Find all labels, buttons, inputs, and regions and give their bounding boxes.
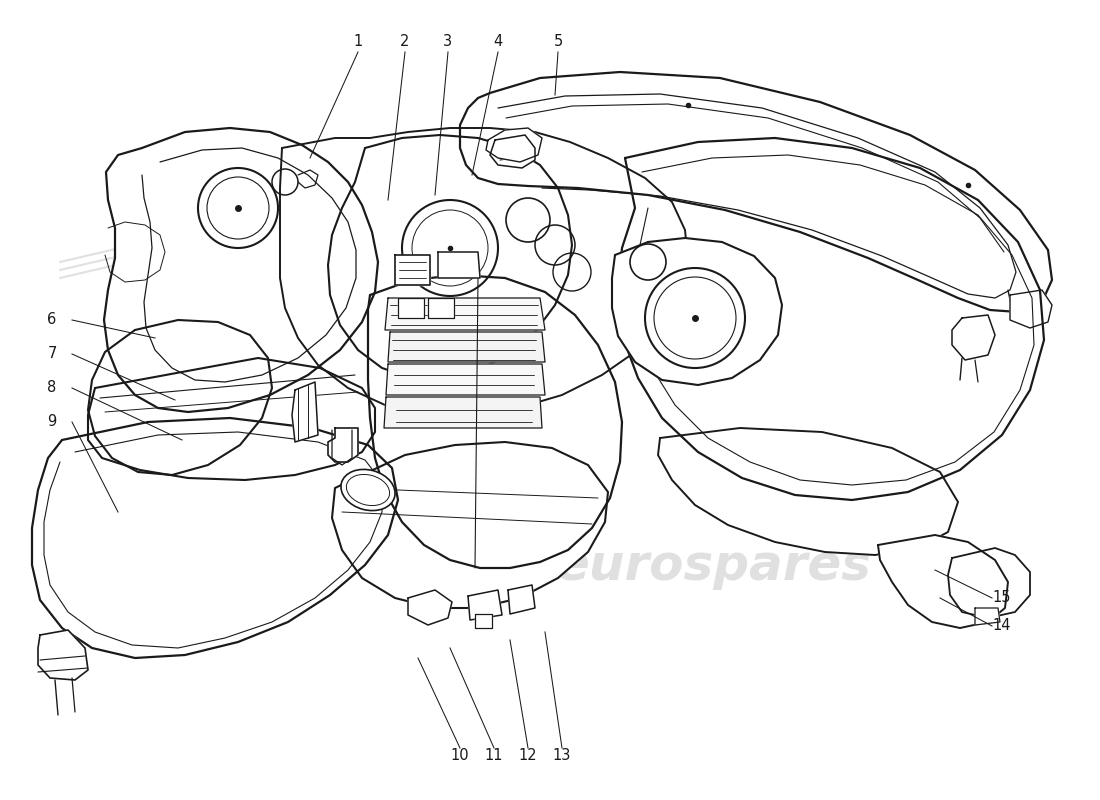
- Polygon shape: [428, 298, 454, 318]
- Polygon shape: [490, 135, 535, 168]
- Polygon shape: [612, 238, 782, 385]
- Polygon shape: [328, 428, 358, 462]
- Polygon shape: [292, 382, 318, 442]
- Text: 12: 12: [519, 749, 537, 763]
- Polygon shape: [468, 590, 502, 620]
- Text: 1: 1: [353, 34, 363, 50]
- Text: 6: 6: [47, 313, 56, 327]
- Polygon shape: [32, 418, 398, 658]
- Polygon shape: [398, 298, 424, 318]
- Polygon shape: [460, 72, 1052, 312]
- Polygon shape: [1010, 290, 1052, 328]
- Polygon shape: [878, 535, 1008, 628]
- Text: 9: 9: [47, 414, 56, 430]
- Polygon shape: [280, 128, 688, 415]
- Polygon shape: [388, 332, 544, 362]
- Ellipse shape: [346, 474, 389, 506]
- Polygon shape: [475, 614, 492, 628]
- Text: 11: 11: [485, 749, 504, 763]
- Polygon shape: [88, 358, 375, 480]
- Text: 8: 8: [47, 381, 56, 395]
- Text: 4: 4: [494, 34, 503, 50]
- Polygon shape: [486, 128, 542, 162]
- Polygon shape: [508, 585, 535, 614]
- Polygon shape: [104, 128, 378, 412]
- Polygon shape: [658, 428, 958, 555]
- Text: 10: 10: [451, 749, 470, 763]
- Text: 2: 2: [400, 34, 409, 50]
- Polygon shape: [88, 320, 272, 475]
- Text: eurosparés: eurosparés: [108, 273, 424, 323]
- Polygon shape: [408, 590, 452, 625]
- Text: 13: 13: [553, 749, 571, 763]
- Polygon shape: [975, 608, 1000, 625]
- Polygon shape: [385, 298, 544, 330]
- Polygon shape: [368, 275, 621, 568]
- Text: 7: 7: [47, 346, 57, 362]
- Polygon shape: [948, 548, 1030, 618]
- Polygon shape: [395, 255, 430, 285]
- Polygon shape: [618, 138, 1044, 500]
- Polygon shape: [384, 397, 542, 428]
- Polygon shape: [328, 135, 572, 378]
- Ellipse shape: [341, 470, 395, 510]
- Text: 14: 14: [992, 618, 1011, 634]
- Polygon shape: [438, 252, 480, 278]
- Text: 5: 5: [553, 34, 562, 50]
- Polygon shape: [39, 630, 88, 680]
- Polygon shape: [332, 442, 608, 608]
- Polygon shape: [386, 364, 544, 395]
- Text: 3: 3: [443, 34, 452, 50]
- Polygon shape: [952, 315, 996, 360]
- Text: eurosparés: eurosparés: [556, 540, 871, 590]
- Text: 15: 15: [992, 590, 1011, 606]
